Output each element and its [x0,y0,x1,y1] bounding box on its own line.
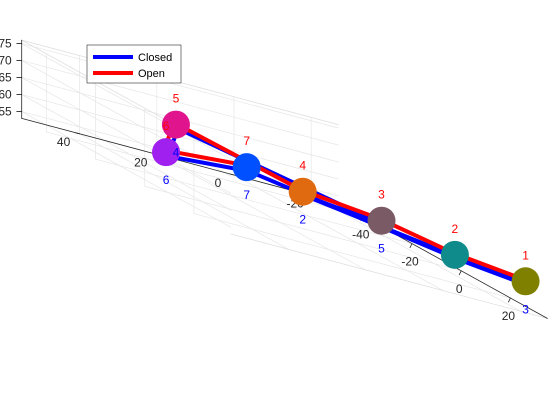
node-label-open: 2 [452,222,459,236]
node-marker [232,153,261,182]
node-label-closed: 5 [378,242,385,256]
grid-line-backwall-z [21,111,232,228]
legend-label-open: Open [138,68,165,80]
series-segment-closed [246,169,459,261]
grid-line-backwall-z [21,43,232,160]
node-label-open: 3 [378,188,385,202]
node-label-open: 7 [243,134,250,148]
node-marker [161,110,190,139]
x-tick-label: -40 [352,227,370,241]
y-tick-label: 40 [57,135,71,149]
grid-line-backwall-z [21,77,232,194]
grid-line-floor-y [79,133,290,250]
node-label-closed: 3 [522,302,529,316]
grid-line-floor-y [310,195,521,312]
node-label-open: 5 [173,92,180,106]
y-tick-mark [75,132,80,135]
x-tick-mark [409,243,413,249]
series-segment-open [171,120,303,192]
grid-line-floor-y [156,154,367,271]
node-label-closed: 2 [299,213,306,227]
y-tick-label: 20 [134,155,148,169]
legend: Closed Open [86,44,182,84]
node-label-closed: 7 [243,188,250,202]
node-label-closed: 6 [163,173,170,187]
y-tick-mark [229,173,235,176]
grid-line-floor-x [95,158,413,244]
grid-line-floor-y [233,174,444,291]
z-tick-label: 75 [0,37,12,51]
series-lines [162,120,530,288]
grid-line-backwall-z [21,94,232,211]
nodes [152,110,540,296]
z-tick-label: 60 [0,88,12,102]
grid-lines [21,39,548,319]
node-label-open: 4 [299,159,306,173]
x-tick-mark [458,270,462,276]
node-marker [511,267,540,296]
x-tick-mark [508,297,511,303]
node-label-open: 1 [522,248,529,262]
z-tick-label: 70 [0,54,12,68]
x-tick-label: 20 [502,309,516,323]
y-tick-label: 0 [215,176,222,190]
legend-box [86,44,182,84]
legend-label-closed: Closed [138,52,172,64]
node-marker [440,240,469,269]
x-tick-label: -20 [401,255,419,269]
grid-line-floor-x [193,213,511,299]
box-edge [230,233,548,319]
grid-line-sidewall-z [21,60,339,146]
node-label-closed: 4 [173,146,180,160]
node-marker [288,177,317,206]
node-label-open: 6 [163,119,170,133]
node-marker [152,138,181,167]
grid-line-sidewall-z [21,43,339,129]
z-tick-label: 65 [0,71,12,85]
grid-line-floor-x [144,186,462,272]
node-marker [367,206,396,235]
x-tick-label: 0 [456,282,463,296]
z-tick-label: 55 [0,105,12,119]
